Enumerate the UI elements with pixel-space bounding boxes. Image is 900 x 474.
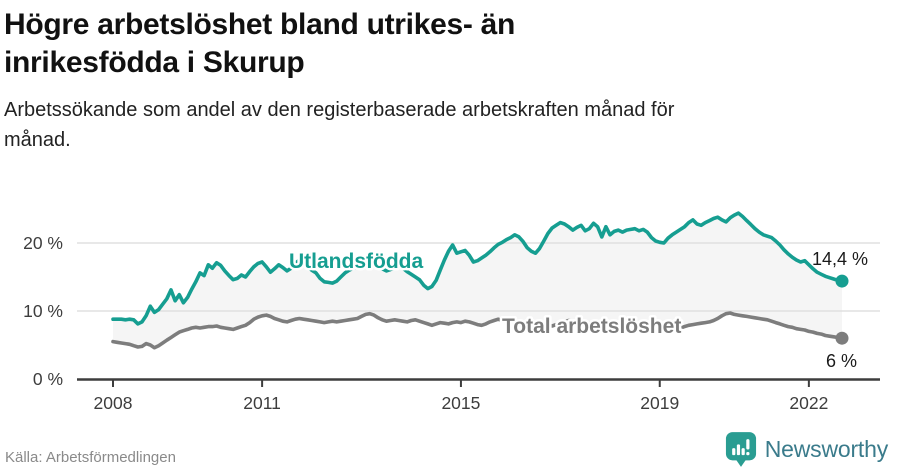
title-line-1: Högre arbetslöshet bland utrikes- än: [4, 8, 515, 41]
brand-name: Newsworthy: [764, 436, 888, 462]
chart-header: Högre arbetslöshet bland utrikes- än inr…: [4, 6, 884, 155]
chart-subtitle: Arbetssökande som andel av den registerb…: [4, 95, 884, 155]
y-tick-label-20: 20 %: [23, 233, 63, 253]
y-tick-label-0: 0 %: [33, 369, 63, 389]
y-tick-label-10: 10 %: [23, 301, 63, 321]
title-line-2: inrikesfödda i Skurup: [4, 46, 305, 80]
series-line-1: [111, 311, 844, 350]
newsworthy-logo[interactable]: Newsworthy: [725, 431, 888, 468]
newsworthy-chart-bubble-icon: [725, 432, 756, 467]
series-end-value-0: 14,4 %: [812, 249, 868, 269]
x-tick-label-2015: 2015: [441, 393, 480, 413]
series-line-0: [111, 211, 844, 326]
series-end-dot-1: [835, 331, 849, 345]
x-tick-label-2008: 2008: [94, 393, 133, 413]
series-inline-label-1: Total arbetslöshet: [502, 315, 681, 338]
x-tick-label-2011: 2011: [243, 393, 281, 413]
page-title: Högre arbetslöshet bland utrikes- än inr…: [4, 6, 884, 83]
subtitle-line-2: månad.: [4, 128, 71, 151]
series-inline-label-0: Utlandsfödda: [289, 250, 423, 273]
subtitle-line-1: Arbetssökande som andel av den registerb…: [4, 98, 675, 121]
series-end-dot-0: [835, 274, 849, 288]
series-end-value-1: 6 %: [826, 351, 857, 371]
fill-between-series: [113, 213, 842, 348]
x-tick-label-2022: 2022: [789, 393, 828, 413]
source-note: Källa: Arbetsförmedlingen: [5, 449, 176, 466]
x-tick-label-2019: 2019: [640, 393, 679, 413]
